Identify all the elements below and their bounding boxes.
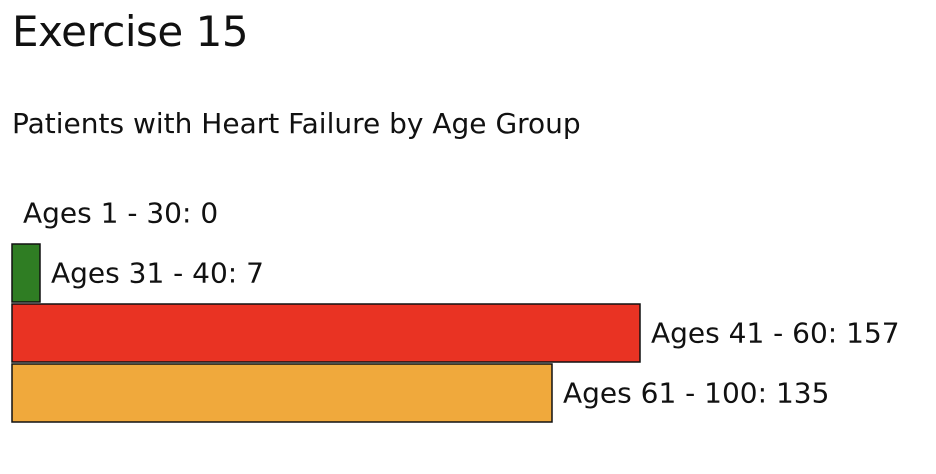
bar-3 xyxy=(11,363,553,423)
bars-group: Ages 1 - 30: 0 Ages 31 - 40: 7 Ages 41 - 6… xyxy=(11,197,900,423)
bar-2 xyxy=(11,303,641,363)
bar-label-1: Ages 31 - 40: 7 xyxy=(51,257,264,290)
bar-label-3: Ages 61 - 100: 135 xyxy=(563,377,829,410)
bar-1 xyxy=(11,243,41,303)
page-title: Exercise 15 xyxy=(12,7,249,56)
bar-label-2: Ages 41 - 60: 157 xyxy=(651,317,900,350)
chart-title: Patients with Heart Failure by Age Group xyxy=(12,107,581,140)
bar-label-0: Ages 1 - 30: 0 xyxy=(23,197,218,230)
